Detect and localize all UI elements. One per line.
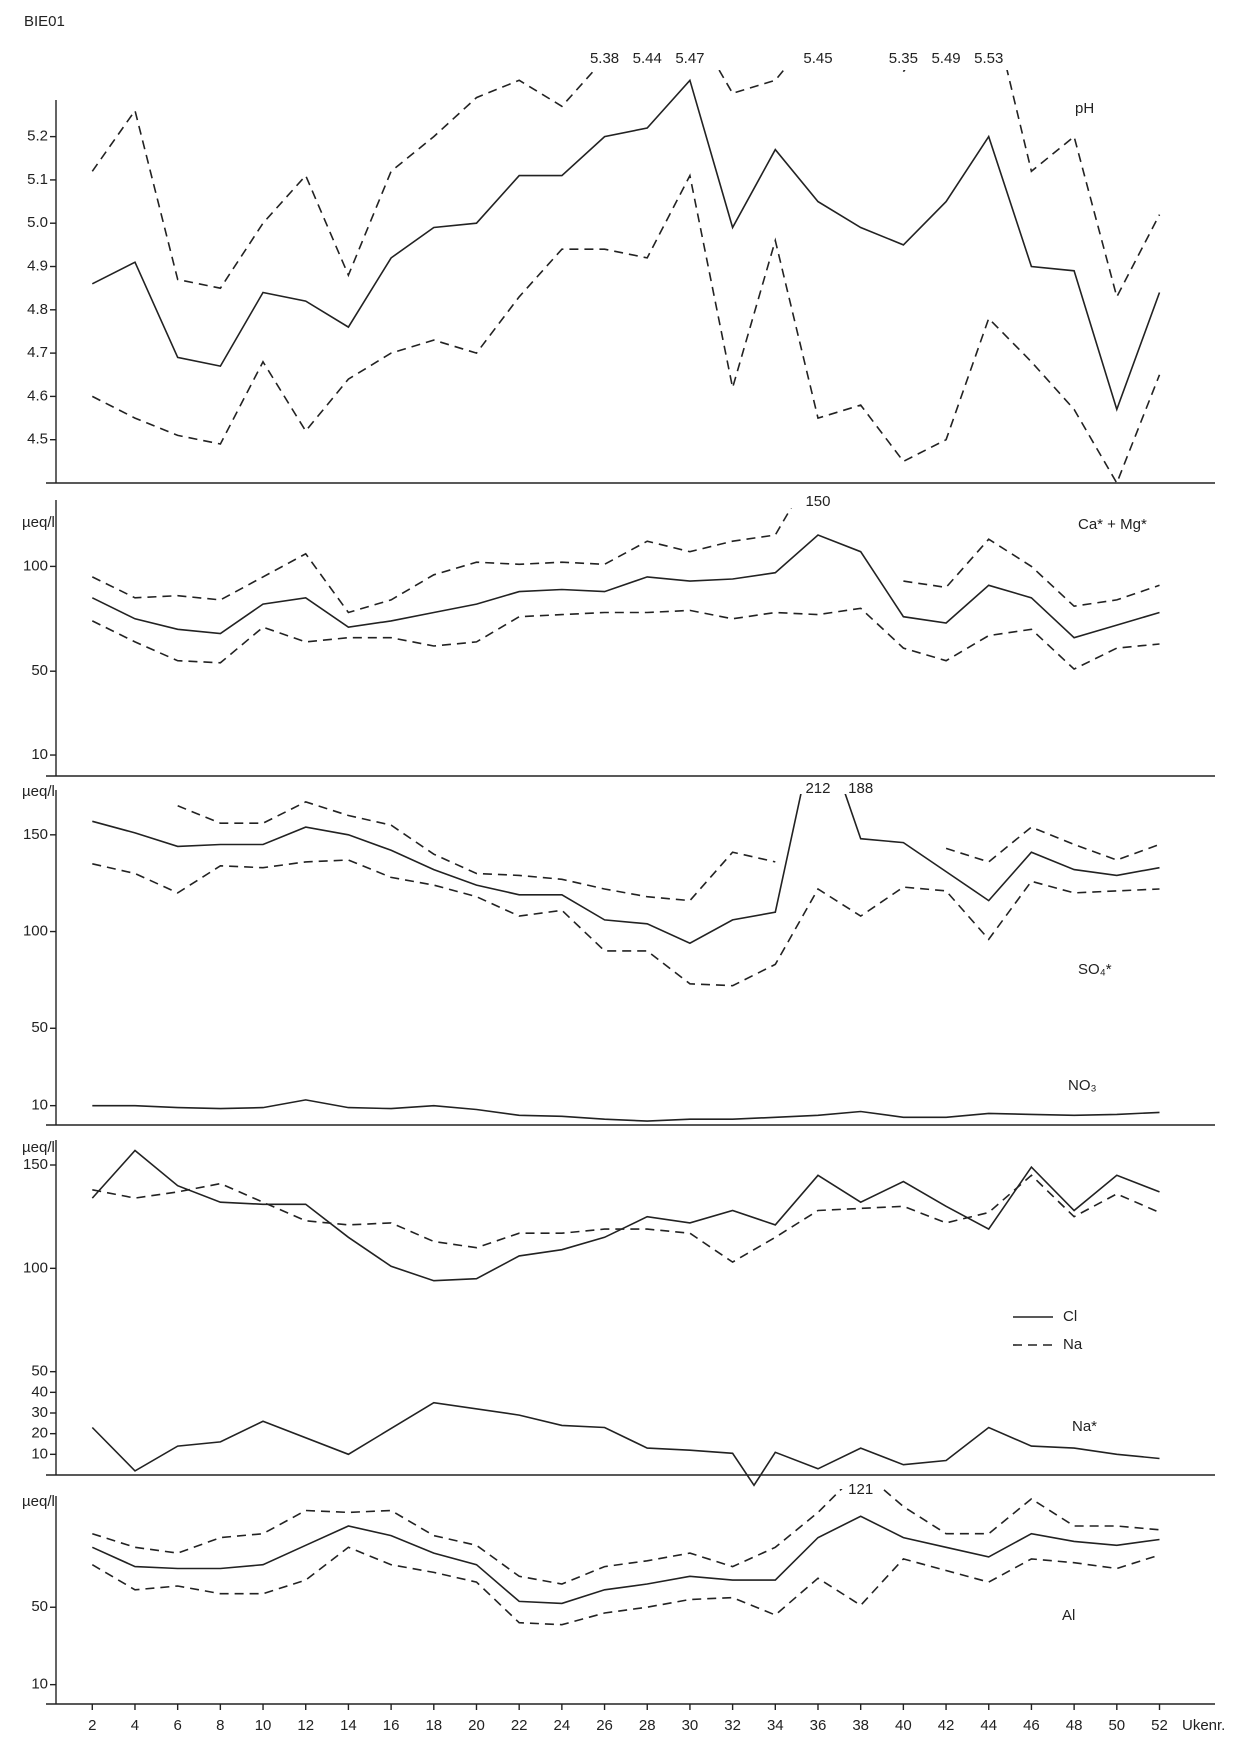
- x-tick-label: 4: [131, 1717, 139, 1734]
- x-tick-label: 6: [173, 1717, 181, 1734]
- value-label: 150: [805, 493, 830, 510]
- y-tick-label: 50: [31, 1598, 48, 1615]
- annotation: Na*: [1072, 1418, 1097, 1435]
- value-label: 5.35: [889, 50, 918, 67]
- value-label: 121: [848, 1481, 873, 1498]
- x-tick-label: 28: [639, 1717, 656, 1734]
- value-label: 5.53: [974, 50, 1003, 67]
- x-tick-label: 40: [895, 1717, 912, 1734]
- y-tick-label: 50: [31, 662, 48, 679]
- series-line: [91, 173, 1161, 485]
- x-tick-label: 18: [425, 1717, 442, 1734]
- value-label: 5.44: [633, 50, 662, 67]
- series-line: [91, 70, 1161, 300]
- x-tick-label: 42: [938, 1717, 955, 1734]
- y-tick-label: 40: [31, 1383, 48, 1400]
- series-line: [91, 607, 1160, 671]
- y-tick-label: 10: [31, 1097, 48, 1114]
- series-line: [91, 1546, 1160, 1626]
- y-tick-label: 5.1: [27, 171, 48, 188]
- y-tick-label: 4.9: [27, 257, 48, 274]
- series-line: [91, 1515, 1160, 1605]
- y-axis-label: µeq/l: [22, 783, 55, 800]
- x-tick-label: 50: [1108, 1717, 1125, 1734]
- y-tick-label: 150: [23, 826, 48, 843]
- x-tick-label: 34: [767, 1717, 784, 1734]
- x-tick-label: 20: [468, 1717, 485, 1734]
- x-tick-label: 48: [1066, 1717, 1083, 1734]
- plot-area: [92, 794, 1160, 1122]
- series-line: [92, 1489, 1160, 1585]
- series-line: [91, 1401, 1160, 1487]
- y-tick-label: 50: [31, 1019, 48, 1036]
- x-tick-label: 26: [596, 1717, 613, 1734]
- x-tick-label: 32: [724, 1717, 741, 1734]
- series-line: [92, 1099, 1160, 1122]
- legend-label: Na: [1063, 1336, 1083, 1353]
- y-tick-label: 100: [23, 923, 48, 940]
- annotation: Al: [1062, 1607, 1075, 1624]
- x-tick-label: 8: [216, 1717, 224, 1734]
- value-label: 212: [805, 780, 830, 797]
- x-tick-label: 38: [852, 1717, 869, 1734]
- y-tick-label: 10: [31, 1445, 48, 1462]
- series-line: [92, 1174, 1160, 1264]
- y-axis-label: µeq/l: [22, 514, 55, 531]
- plot-area: [91, 1149, 1160, 1487]
- value-label: 5.45: [803, 50, 832, 67]
- y-tick-label: 150: [23, 1156, 48, 1173]
- y-tick-label: 4.6: [27, 387, 48, 404]
- series-line: [177, 801, 1160, 902]
- x-tick-label: 2: [88, 1717, 96, 1734]
- series-line: [92, 859, 1160, 987]
- plot-area: [91, 70, 1161, 485]
- plot-area: [91, 1489, 1160, 1626]
- x-tick-label: 10: [255, 1717, 272, 1734]
- y-tick-label: 5.0: [27, 214, 48, 231]
- y-tick-label: 50: [31, 1363, 48, 1380]
- x-tick-label: 52: [1151, 1717, 1168, 1734]
- annotation: Ca* + Mg*: [1078, 516, 1147, 533]
- x-tick-label: 12: [297, 1717, 314, 1734]
- x-tick-label: 44: [980, 1717, 997, 1734]
- x-tick-label: 24: [554, 1717, 571, 1734]
- plot-area: [91, 508, 1160, 671]
- y-tick-label: 100: [23, 1259, 48, 1276]
- x-tick-label: 22: [511, 1717, 528, 1734]
- y-axis-label: µeq/l: [22, 1139, 55, 1156]
- series-line: [92, 794, 1160, 945]
- x-axis-label: Ukenr.: [1182, 1717, 1225, 1734]
- value-label: 5.49: [931, 50, 960, 67]
- x-tick-label: 46: [1023, 1717, 1040, 1734]
- y-tick-label: 100: [23, 557, 48, 574]
- annotation: SO₄*: [1078, 961, 1112, 978]
- value-label: 5.47: [675, 50, 704, 67]
- y-tick-label: 10: [31, 746, 48, 763]
- value-label: 5.38: [590, 50, 619, 67]
- series-line: [91, 534, 1160, 639]
- y-axis-label: µeq/l: [22, 1493, 55, 1510]
- annotation: pH: [1075, 100, 1094, 117]
- series-line: [91, 1149, 1160, 1282]
- y-tick-label: 4.5: [27, 431, 48, 448]
- legend-label: Cl: [1063, 1308, 1077, 1325]
- y-tick-label: 30: [31, 1404, 48, 1421]
- chart-title: BIE01: [24, 13, 65, 30]
- y-tick-label: 4.7: [27, 344, 48, 361]
- y-tick-label: 5.2: [27, 128, 48, 145]
- series-line: [91, 508, 1160, 614]
- value-label: 188: [848, 780, 873, 797]
- x-tick-label: 36: [810, 1717, 827, 1734]
- x-tick-label: 14: [340, 1717, 357, 1734]
- x-tick-label: 16: [383, 1717, 400, 1734]
- series-line: [91, 78, 1161, 412]
- y-tick-label: 10: [31, 1676, 48, 1693]
- y-tick-label: 20: [31, 1425, 48, 1442]
- y-tick-label: 4.8: [27, 301, 48, 318]
- annotation: NO₃: [1068, 1077, 1097, 1094]
- x-tick-label: 30: [682, 1717, 699, 1734]
